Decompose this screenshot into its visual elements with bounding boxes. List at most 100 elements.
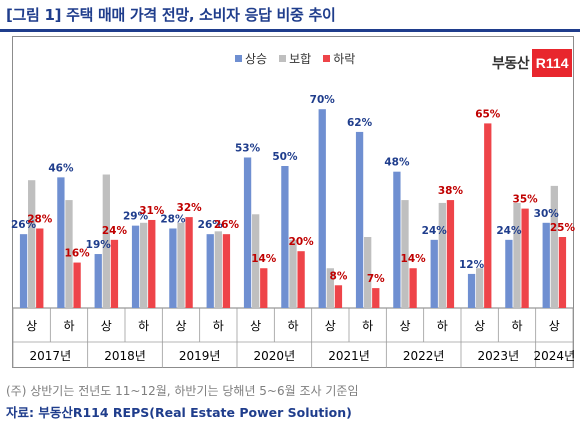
bar-flat <box>65 200 73 308</box>
bar-fall <box>484 123 492 309</box>
data-label-fall: 32% <box>177 202 203 214</box>
x-group-label: 2024년 <box>534 349 576 363</box>
data-label-rise: 48% <box>384 157 410 169</box>
bar-rise <box>19 234 28 308</box>
chart-frame <box>12 36 574 368</box>
x-group-label: 2018년 <box>104 349 146 363</box>
bar-flat <box>102 174 110 308</box>
bar-flat <box>289 239 297 308</box>
logo-text: 부동산 <box>492 56 530 72</box>
bar-fall <box>297 251 305 308</box>
bar-fall <box>521 208 529 308</box>
bar-fall <box>222 234 231 308</box>
x-tick-label: 상 <box>399 319 410 333</box>
legend-swatch-flat <box>279 55 287 62</box>
data-label-fall: 8% <box>330 270 348 282</box>
bar-chart: 26%46%19%29% 28% 26%53%50%70%62%48%24%12%2… <box>11 94 576 368</box>
data-label-fall: 14% <box>401 253 427 265</box>
legend-label-rise: 상승 <box>245 52 268 66</box>
data-label-fall: 24% <box>102 225 128 237</box>
x-group-label: 2017년 <box>30 349 72 363</box>
bar-flat <box>476 268 484 308</box>
legend-item-flat: 보합 <box>279 50 311 67</box>
title-rule <box>0 29 580 32</box>
data-label-fall: 7% <box>367 273 385 285</box>
x-tick-label: 상 <box>101 319 112 333</box>
bar-flat <box>326 268 334 308</box>
bar-rise <box>94 254 102 308</box>
data-label-fall: 26% <box>214 219 240 231</box>
x-group-label: 2022년 <box>403 349 445 363</box>
data-label-fall: 31% <box>139 205 165 217</box>
x-tick-label: 상 <box>250 319 261 333</box>
bar-flat <box>364 237 372 308</box>
x-tick-label: 하 <box>287 319 298 333</box>
figure-title: [그림 1] 주택 매매 가격 전망, 소비자 응답 비중 추이 <box>6 6 336 24</box>
bar-flat <box>214 231 222 308</box>
bar-rise <box>57 177 65 308</box>
x-group-label: 2023년 <box>478 349 520 363</box>
bar-flat <box>550 185 558 308</box>
data-label-rise: 28% <box>160 213 186 225</box>
data-label-fall: 28% <box>27 213 53 225</box>
data-label-fall: 14% <box>251 253 277 265</box>
bar-fall <box>260 268 268 308</box>
x-tick-label: 하 <box>437 319 448 333</box>
legend-swatch-fall <box>323 55 331 62</box>
x-group-label: 2021년 <box>328 349 370 363</box>
data-label-rise: 46% <box>48 162 74 174</box>
bar-rise <box>169 228 177 308</box>
bar-rise <box>131 225 140 308</box>
x-tick-label: 상 <box>549 319 560 333</box>
data-label-rise: 50% <box>272 151 298 163</box>
bar-rise <box>393 171 401 308</box>
bar-rise <box>467 273 476 308</box>
bar-fall <box>334 285 343 308</box>
legend-swatch-rise <box>235 55 242 62</box>
bar-flat <box>140 222 148 308</box>
bar-rise <box>281 166 289 308</box>
x-tick-label: 상 <box>26 319 37 333</box>
bar-fall <box>185 217 193 308</box>
bar-rise <box>505 239 513 308</box>
bar-fall <box>372 288 380 308</box>
bar-fall <box>446 200 455 308</box>
data-label-rise: 24% <box>422 225 448 237</box>
bar-rise <box>243 157 252 308</box>
bar-fall <box>558 237 567 308</box>
bar-flat <box>513 202 521 308</box>
x-tick-label: 하 <box>362 319 373 333</box>
bar-flat <box>252 214 260 308</box>
bar-rise <box>318 109 326 308</box>
legend-item-fall: 하락 <box>323 50 355 67</box>
bar-flat <box>177 222 185 308</box>
x-tick-label: 상 <box>474 319 485 333</box>
x-tick-label: 하 <box>511 319 522 333</box>
footnote: (주) 상반기는 전년도 11~12월, 하반기는 당해년 5~6월 조사 기준… <box>6 384 359 398</box>
x-tick-label: 하 <box>63 319 74 333</box>
bar-flat <box>28 180 36 308</box>
source-line: 자료: 부동산R114 REPS(Real Estate Power Solut… <box>6 405 352 420</box>
bar-fall <box>36 228 44 308</box>
data-label-rise: 26% <box>198 219 224 231</box>
x-tick-label: 상 <box>175 319 186 333</box>
bar-fall <box>73 262 81 308</box>
data-label-rise: 30% <box>534 208 560 220</box>
bar-rise <box>542 222 550 308</box>
data-label-rise: 12% <box>459 259 485 271</box>
data-label-rise: 53% <box>235 142 261 154</box>
logo-mark: R114 <box>532 49 573 77</box>
bar-rise <box>355 131 364 308</box>
legend-label-fall: 하락 <box>333 52 356 66</box>
x-group-label: 2020년 <box>254 349 296 363</box>
x-tick-label: 하 <box>213 319 224 333</box>
bar-fall <box>409 268 417 308</box>
bar-flat <box>401 200 409 308</box>
data-label-fall: 20% <box>289 236 315 248</box>
data-label-fall: 65% <box>475 108 501 120</box>
data-label-rise: 26% <box>11 219 37 231</box>
data-label-fall: 25% <box>550 222 576 234</box>
x-tick-label: 하 <box>138 319 149 333</box>
data-label-fall: 35% <box>513 194 539 206</box>
data-label-fall: 38% <box>438 185 464 197</box>
